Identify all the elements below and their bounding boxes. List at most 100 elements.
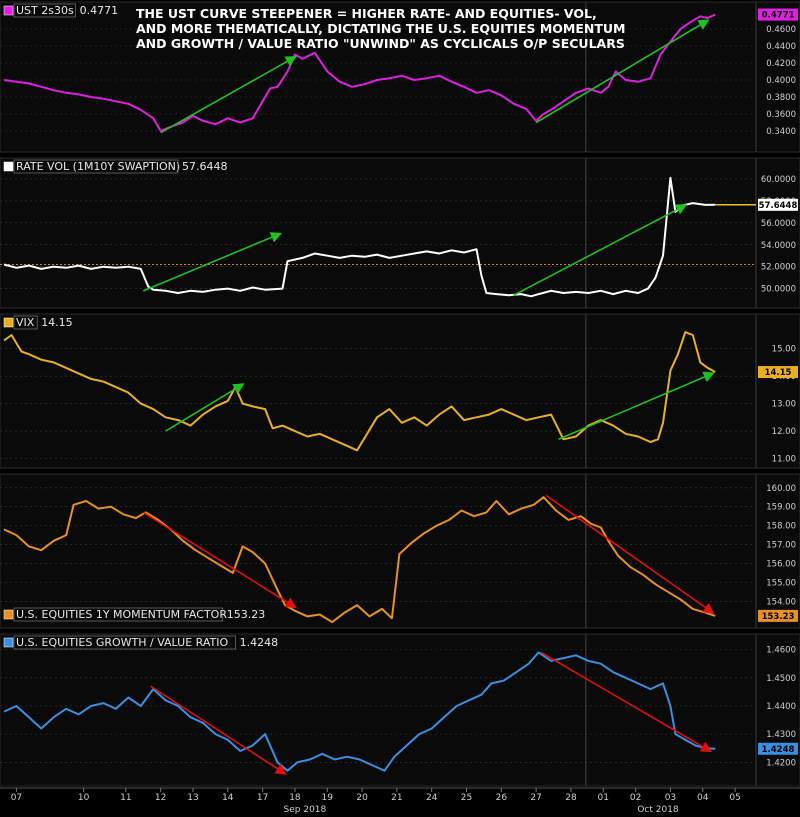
legend-name-frame [13, 635, 236, 650]
trend-arrow-down [150, 685, 287, 775]
y-tick-label: 0.4000 [766, 76, 796, 86]
panel-frame [0, 313, 800, 469]
legend-ust: UST 2s30s 0.4771 [3, 3, 119, 18]
x-tick-label: 26 [496, 793, 508, 803]
panel-ust: 0.3400 0.3600 0.3800 0.4000 0.4200 0.4400 0.46… [0, 1, 800, 153]
last-value-box [758, 8, 798, 21]
y-tick-label: 12.00 [772, 427, 796, 437]
annotation-line: AND GROWTH / VALUE RATIO "UNWIND" AS CYC… [136, 36, 625, 51]
x-tick-label: 28 [565, 793, 577, 803]
x-tick-label: 13 [187, 793, 198, 803]
y-tick-label: 50.0000 [761, 285, 796, 295]
x-tick-label: 17 [257, 793, 268, 803]
x-tick-label: 03 [665, 793, 676, 803]
last-value-box [758, 609, 798, 622]
last-value-box [758, 366, 798, 379]
panel-frame [0, 633, 800, 787]
legend-growthvalue: U.S. EQUITIES GROWTH / VALUE RATIO 1.4248 [3, 635, 279, 650]
x-month-label: Sep 2018 [284, 805, 327, 815]
trend-arrow-up [142, 232, 283, 292]
last-value-label: 0.4771 [762, 11, 795, 21]
y-tick-label: 0.3400 [766, 127, 796, 137]
y-tick-label: 1.4300 [766, 730, 796, 740]
y-tick-label: 0.3800 [766, 93, 796, 103]
y-tick-label: 0.4200 [766, 59, 796, 69]
panel-momentum: 154.00 155.00 156.00 157.00 158.00 159.00 160.… [0, 473, 800, 629]
legend-swatch [3, 609, 14, 620]
y-tick-label: 155.00 [766, 578, 796, 588]
legend-swatch [3, 637, 14, 648]
x-tick-label: 21 [391, 793, 402, 803]
x-axis-band [0, 788, 800, 817]
y-tick-label: 159.00 [766, 503, 796, 513]
legend-value: 153.23 [227, 608, 265, 621]
legend-name-frame [13, 315, 38, 330]
legend-name: UST 2s30s [16, 4, 74, 17]
x-tick-label: 18 [289, 793, 301, 803]
y-tick-label: 1.4200 [766, 758, 796, 768]
last-value-box [758, 198, 798, 211]
y-tick-label: 54.0000 [761, 241, 796, 251]
series-line-growthvalue [3, 651, 716, 772]
legend-swatch [3, 161, 14, 172]
trend-arrow-up [160, 55, 297, 134]
y-tick-label: 154.00 [766, 597, 796, 607]
y-tick-label: 1.4600 [766, 646, 796, 656]
legend-name: RATE VOL (1M10Y SWAPTION) [16, 160, 180, 173]
legend-value: 1.4248 [240, 636, 279, 649]
x-tick-label: 12 [155, 793, 166, 803]
legend-swatch [3, 317, 14, 328]
series-line-momentum [3, 496, 716, 624]
legend-name-frame [13, 159, 179, 174]
panel-frame [0, 157, 800, 309]
y-tick-label: 15.00 [772, 345, 796, 355]
y-tick-label: 156.00 [766, 559, 796, 569]
legend-value: 0.4771 [80, 4, 119, 17]
series-line-ratevol [3, 176, 716, 298]
last-value-box [758, 742, 798, 755]
legend-value: 57.6448 [182, 160, 228, 173]
y-tick-label: 0.4600 [766, 25, 796, 35]
trend-arrow-up [513, 204, 688, 296]
legend-vix: VIX 14.15 [3, 315, 73, 330]
x-month-label: Oct 2018 [637, 805, 679, 815]
last-value-label: 14.15 [765, 368, 792, 378]
legend-value: 14.15 [41, 316, 72, 329]
series-line-vix [3, 331, 716, 452]
y-tick-label: 157.00 [766, 541, 796, 551]
x-tick-label: 25 [461, 793, 472, 803]
legend-momentum: U.S. EQUITIES 1Y MOMENTUM FACTOR 153.23 [3, 607, 265, 622]
y-tick-label: 1.4400 [766, 702, 796, 712]
x-tick-label: 10 [78, 793, 90, 803]
y-tick-label: 52.0000 [761, 263, 796, 273]
y-tick-label: 1.4500 [766, 674, 796, 684]
x-tick-label: 01 [598, 793, 609, 803]
y-tick-label: 11.00 [772, 455, 796, 465]
annotation-line: THE UST CURVE STEEPENER = HIGHER RATE- A… [136, 6, 597, 21]
last-value-label: 1.4248 [762, 745, 795, 755]
y-tick-label: 0.4400 [766, 42, 796, 52]
trend-arrow-down [540, 651, 713, 753]
last-value-label: 57.6448 [759, 201, 798, 211]
last-value-label: 153.23 [762, 612, 795, 622]
x-tick-label: 20 [356, 793, 368, 803]
y-tick-label: 13.00 [772, 400, 796, 410]
legend-name-frame [13, 3, 76, 18]
legend-name: U.S. EQUITIES GROWTH / VALUE RATIO [16, 636, 228, 649]
panel-frame [0, 473, 800, 629]
series-line-ust [3, 13, 716, 132]
x-tick-label: 02 [630, 793, 641, 803]
x-tick-label: 07 [11, 793, 22, 803]
legend-name: VIX [16, 316, 35, 329]
annotation: THE UST CURVE STEEPENER = HIGHER RATE- A… [136, 6, 625, 51]
x-tick-label: 04 [697, 793, 709, 803]
x-tick-label: 11 [120, 793, 131, 803]
legend-name-frame [13, 607, 224, 622]
x-tick-label: 19 [322, 793, 334, 803]
x-axis: 07 10 11 12 13 14 17 18 19 20 21 24 25 26 27 28 01 02 03 04… [0, 787, 800, 817]
x-tick-label: 14 [222, 793, 234, 803]
y-tick-label: 160.00 [766, 484, 796, 494]
y-tick-label: 0.3600 [766, 110, 796, 120]
